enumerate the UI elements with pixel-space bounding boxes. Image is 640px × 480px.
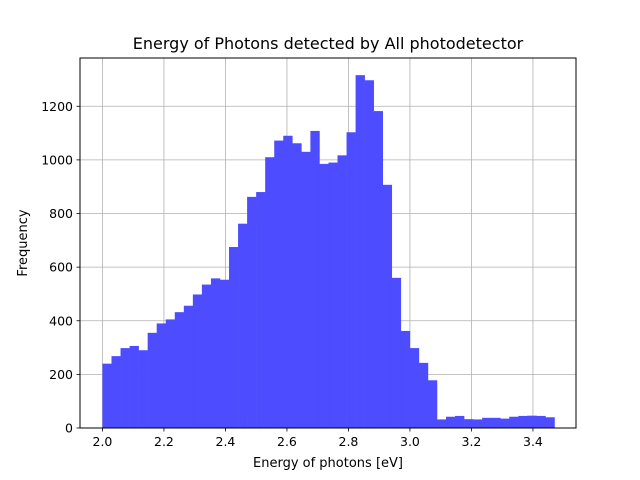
histogram-bar: [509, 416, 519, 428]
x-tick-label: 3.0: [400, 434, 420, 449]
plot-frame: [79, 57, 577, 429]
x-tick-label: 2.2: [154, 434, 174, 449]
histogram-bar: [310, 130, 320, 428]
histogram-bar: [183, 305, 194, 428]
histogram-bar: [147, 332, 157, 428]
y-tick-label: 800: [49, 206, 73, 221]
histogram-bar: [545, 417, 555, 428]
histogram-bar: [301, 151, 311, 428]
histogram-bar: [283, 135, 293, 429]
histogram-bar: [500, 418, 510, 428]
histogram-bar: [427, 380, 438, 428]
histogram-bar: [418, 362, 429, 428]
histogram-bar: [265, 157, 275, 429]
x-axis-label: Energy of photons [eV]: [253, 456, 403, 471]
y-tick-label: 0: [65, 421, 73, 436]
y-tick-label: 1000: [41, 152, 73, 167]
y-tick-label: 1200: [41, 99, 73, 114]
histogram-bar: [346, 132, 356, 428]
histogram-bar: [219, 279, 230, 428]
histogram-bar: [138, 350, 148, 428]
x-tick-label: 3.4: [523, 434, 543, 449]
histogram-bar: [165, 319, 176, 428]
x-tick-label: 2.8: [339, 434, 359, 449]
histogram-bars: [102, 75, 555, 429]
histogram-bar: [400, 330, 411, 428]
histogram-bar: [192, 294, 203, 428]
histogram-bar: [391, 277, 402, 428]
histogram-bar: [382, 184, 393, 428]
y-tick-label: 200: [49, 367, 73, 382]
histogram-bar: [201, 284, 212, 428]
histogram-bar: [129, 345, 139, 428]
histogram-bar: [436, 419, 447, 428]
histogram-bar: [337, 155, 347, 428]
histogram-bar: [156, 323, 167, 428]
y-axis-ticks: 0 200 400 600 800 1000 1200: [41, 99, 80, 436]
histogram-bar: [319, 163, 329, 428]
x-tick-label: 2.6: [277, 434, 297, 449]
histogram-bar: [464, 419, 474, 428]
histogram-bar: [364, 80, 374, 428]
x-tick-label: 2.4: [216, 434, 236, 449]
histogram-bar: [373, 111, 384, 428]
y-tick-label: 600: [49, 260, 73, 275]
histogram-bar: [445, 416, 456, 428]
histogram-bar: [328, 162, 338, 428]
histogram-bar: [527, 415, 537, 428]
histogram-bar: [120, 348, 130, 428]
histogram-bar: [455, 415, 465, 428]
histogram-bar: [518, 415, 528, 428]
histogram-bar: [247, 196, 257, 428]
histogram-bar: [238, 223, 248, 428]
y-axis-label: Frequency: [16, 209, 31, 276]
histogram-bar: [355, 75, 365, 428]
histogram-bar: [409, 348, 420, 428]
histogram-bar: [210, 278, 221, 428]
histogram-bar: [473, 419, 483, 428]
histogram-bar: [102, 363, 112, 428]
histogram-bar: [111, 356, 121, 428]
histogram-bar: [292, 143, 302, 428]
histogram-bar: [256, 192, 266, 428]
x-tick-label: 3.2: [462, 434, 482, 449]
histogram-bar: [536, 415, 546, 428]
chart-title: Energy of Photons detected by All photod…: [133, 34, 524, 53]
y-tick-label: 400: [49, 313, 73, 328]
x-axis-ticks: 2.0 2.2 2.4 2.6 2.8 3.0 3.2 3.4: [93, 428, 543, 449]
histogram-bar: [482, 417, 492, 428]
x-tick-label: 2.0: [93, 434, 113, 449]
histogram-bar: [229, 247, 239, 428]
histogram-bar: [174, 312, 185, 428]
histogram-bar: [491, 417, 501, 428]
histogram-bar: [274, 140, 284, 428]
